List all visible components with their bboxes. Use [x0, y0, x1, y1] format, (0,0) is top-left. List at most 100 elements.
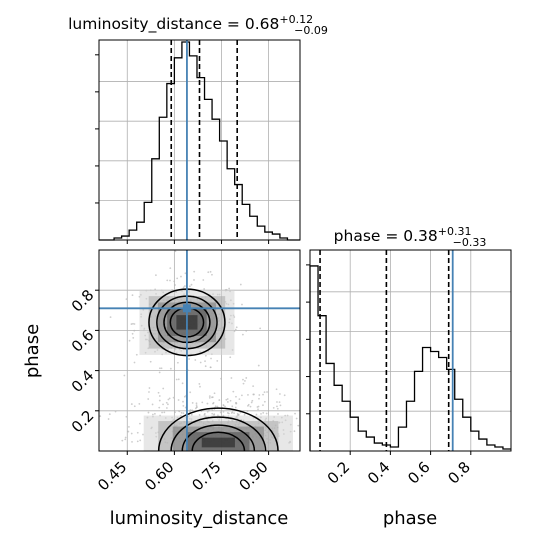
joint-sample-point	[243, 413, 246, 416]
joint-sample-point	[125, 298, 128, 301]
joint-sample-point	[312, 417, 314, 419]
hist-phase-xticklabel-2: 0.6	[404, 458, 434, 488]
joint-sample-point	[275, 388, 278, 391]
joint-sample-point	[130, 403, 133, 405]
joint-sample-point	[174, 250, 177, 253]
joint-sample-point	[188, 358, 191, 360]
panel-hist-luminosity_distance: luminosity_distance = 0.68+0.12 −0.09	[68, 13, 328, 244]
joint-sample-point	[246, 410, 249, 412]
joint-sample-point	[241, 394, 243, 397]
joint-sample-point	[199, 361, 202, 364]
joint-sample-point	[265, 412, 268, 415]
y-axis-label-phase: phase	[22, 324, 43, 378]
joint-sample-point	[247, 394, 249, 396]
joint-sample-point	[209, 366, 212, 369]
x-axis-label-luminosity_distance: luminosity_distance	[110, 508, 289, 529]
joint-sample-point	[167, 398, 170, 401]
x-axis-label-phase: phase	[383, 508, 437, 529]
hist-phase-step	[309, 265, 511, 451]
panel-hist-phase: phase = 0.38+0.31 −0.33 0.2 0.4 0.6 0.8	[306, 225, 512, 488]
joint-sample-point	[234, 328, 237, 331]
joint-sample-point	[276, 401, 278, 403]
joint-sample-point	[226, 398, 229, 400]
joint-sample-point	[204, 360, 206, 363]
joint-sample-point	[228, 287, 231, 290]
joint-sample-point	[130, 323, 133, 325]
joint-sample-point	[109, 316, 112, 319]
joint-sample-point	[203, 288, 206, 290]
joint-sample-point	[252, 393, 255, 396]
joint-sample-point	[131, 332, 134, 335]
joint-sample-point	[224, 405, 226, 408]
joint-sample-point	[278, 393, 281, 395]
joint-sample-point	[246, 404, 249, 407]
joint-sample-point	[314, 430, 316, 432]
joint-sample-point	[189, 409, 192, 411]
joint-sample-point	[99, 415, 102, 417]
joint-sample-point	[263, 400, 266, 403]
joint-sample-point	[177, 378, 180, 381]
joint-sample-point	[182, 400, 184, 403]
joint-sample-point	[272, 406, 275, 409]
joint-sample-point	[162, 403, 164, 406]
joint-sample-point	[121, 439, 124, 442]
joint-sample-point	[211, 273, 213, 276]
joint-sample-point	[133, 405, 136, 408]
joint-sample-point	[163, 411, 166, 414]
joint-sample-point	[184, 285, 186, 287]
joint-sample-point	[166, 279, 169, 282]
joint-sample-point	[114, 410, 117, 413]
joint-sample-point	[283, 394, 286, 397]
joint-sample-point	[211, 412, 214, 415]
joint-sample-point	[208, 396, 211, 399]
joint-sample-point	[213, 413, 216, 416]
joint-sample-point	[308, 421, 310, 423]
joint-sample-point	[242, 382, 245, 385]
joint-sample-point	[178, 410, 181, 413]
joint-sample-point	[226, 401, 229, 403]
joint-sample-point	[208, 409, 210, 412]
joint-sample-point	[135, 353, 138, 356]
joint-sample-point	[278, 401, 281, 404]
joint-sample-point	[294, 412, 296, 415]
joint-sample-point	[257, 405, 260, 408]
joint-sample-point	[195, 404, 198, 407]
joint-sample-point	[277, 413, 279, 415]
joint-sample-point	[207, 271, 210, 274]
hist1-title: luminosity_distance = 0.68+0.12 −0.09	[68, 13, 328, 37]
joint-sample-point	[235, 395, 237, 398]
joint-sample-point	[142, 433, 144, 436]
joint-sample-point	[260, 412, 262, 415]
joint-sample-point	[229, 399, 232, 402]
joint-sample-point	[149, 360, 152, 363]
joint-sample-point	[245, 329, 248, 332]
joint-sample-point	[133, 323, 136, 325]
joint-sample-point	[169, 279, 171, 282]
joint-sample-point	[169, 267, 172, 270]
joint-sample-point	[155, 274, 157, 277]
joint-sample-point	[262, 404, 264, 407]
joint-sample-point	[228, 412, 230, 415]
joint-density-cell-1-4	[201, 437, 235, 448]
joint-frame	[98, 249, 301, 452]
joint-sample-point	[241, 303, 243, 306]
joint-sample-point	[177, 399, 180, 401]
joint-sample-point	[202, 279, 205, 281]
joint-sample-point	[158, 371, 161, 374]
joint-sample-point	[176, 277, 179, 280]
hist-phase-xticklabel-1: 0.4	[364, 458, 394, 488]
joint-sample-point	[193, 279, 195, 281]
joint-sample-point	[232, 390, 235, 393]
joint-sample-point	[161, 411, 163, 414]
joint-sample-point	[151, 403, 154, 406]
joint-sample-point	[190, 413, 193, 416]
joint-sample-point	[169, 367, 172, 370]
joint-sample-point	[262, 393, 264, 396]
hist2-title: phase = 0.38+0.31 −0.33	[334, 225, 487, 249]
joint-sample-point	[182, 404, 185, 407]
joint-sample-point	[188, 285, 191, 288]
joint-sample-point	[198, 383, 201, 385]
joint-sample-point	[194, 407, 197, 410]
joint-sample-point	[257, 364, 260, 367]
joint-sample-point	[216, 360, 219, 362]
